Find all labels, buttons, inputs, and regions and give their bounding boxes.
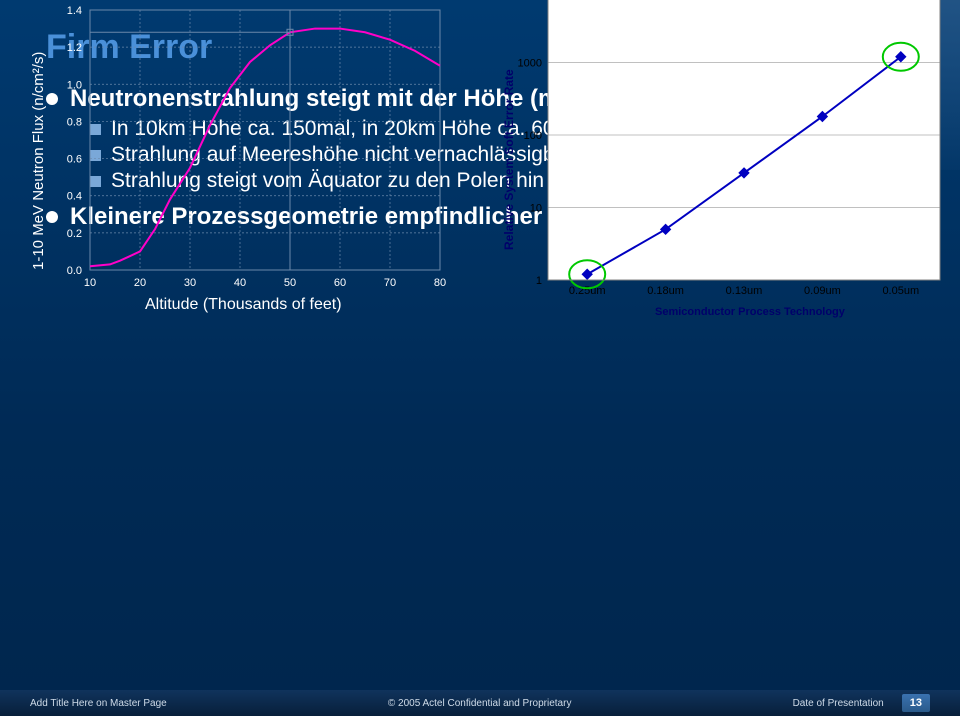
svg-text:50: 50 bbox=[284, 277, 296, 289]
left-chart-y-label: 1-10 MeV Neutron Flux (n/cm²/s) bbox=[30, 52, 47, 270]
page-number: 13 bbox=[902, 694, 930, 712]
svg-text:0.05um: 0.05um bbox=[882, 285, 919, 297]
svg-text:0.18um: 0.18um bbox=[647, 285, 684, 297]
svg-text:20: 20 bbox=[134, 277, 146, 289]
svg-text:0.0: 0.0 bbox=[67, 265, 82, 277]
svg-text:100: 100 bbox=[524, 130, 542, 142]
svg-text:1: 1 bbox=[536, 275, 542, 287]
svg-text:0.4: 0.4 bbox=[67, 191, 82, 203]
svg-text:0.8: 0.8 bbox=[67, 116, 82, 128]
right-chart-y-label: Relative System Soft Error Rate bbox=[502, 69, 516, 250]
soft-error-rate-chart: Relative System Soft Error Rate 1 10 100 10… bbox=[480, 0, 950, 320]
footer-center: © 2005 Actel Confidential and Proprietar… bbox=[388, 698, 572, 709]
svg-text:0.09um: 0.09um bbox=[804, 285, 841, 297]
svg-text:0.6: 0.6 bbox=[67, 154, 82, 166]
svg-text:0.2: 0.2 bbox=[67, 228, 82, 240]
svg-text:0.25um: 0.25um bbox=[569, 285, 606, 297]
svg-text:10: 10 bbox=[530, 203, 542, 215]
footer-right: Date of Presentation bbox=[793, 698, 884, 709]
footer: Add Title Here on Master Page © 2005 Act… bbox=[0, 690, 960, 716]
svg-text:60: 60 bbox=[334, 277, 346, 289]
svg-text:40: 40 bbox=[234, 277, 246, 289]
neutron-flux-chart: 1-10 MeV Neutron Flux (n/cm²/s) 10 20 30 40… bbox=[30, 0, 460, 320]
svg-text:1.0: 1.0 bbox=[67, 79, 82, 91]
right-chart-x-label: Semiconductor Process Technology bbox=[655, 306, 845, 318]
svg-text:80: 80 bbox=[434, 277, 446, 289]
svg-text:70: 70 bbox=[384, 277, 396, 289]
svg-text:0.13um: 0.13um bbox=[726, 285, 763, 297]
svg-text:1.4: 1.4 bbox=[67, 5, 82, 17]
svg-text:10: 10 bbox=[84, 277, 96, 289]
svg-text:1.2: 1.2 bbox=[67, 42, 82, 54]
left-chart-x-label: Altitude (Thousands of feet) bbox=[145, 296, 342, 314]
footer-left: Add Title Here on Master Page bbox=[30, 698, 167, 709]
svg-text:1000: 1000 bbox=[518, 58, 542, 70]
svg-text:30: 30 bbox=[184, 277, 196, 289]
